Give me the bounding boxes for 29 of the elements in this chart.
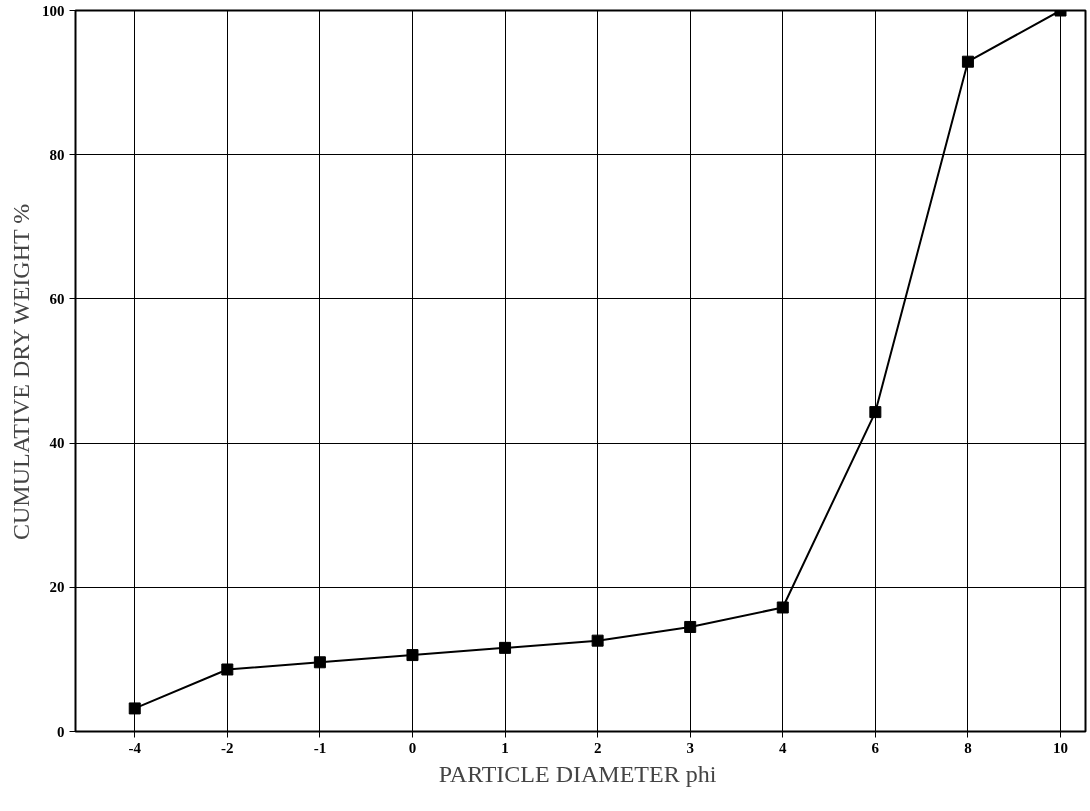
point [499,641,512,654]
x-tick-label: 8 [964,739,972,756]
x-tick-label: 4 [779,739,788,756]
x-tick-label: 0 [408,739,417,756]
y-tick-label: 80 [49,146,65,163]
y-tick-label: 100 [42,2,65,19]
x-axis-title: PARTICLE DIAMETER phi [438,760,717,787]
x-tick-label: 2 [593,739,602,756]
x-tick-label: 1 [501,739,509,756]
x-tick-label: 10 [1053,739,1068,756]
x-tick-label: 3 [686,739,694,756]
point [591,634,604,647]
point [869,406,882,419]
point [776,601,789,614]
point [406,649,419,662]
point [961,55,974,68]
y-tick-label: 20 [49,579,65,596]
y-tick-label: 40 [49,435,65,452]
y-axis-title: CUMULATIVE DRY WEIGHT % [8,203,34,540]
x-tick-label: -1 [313,739,327,756]
point [221,663,234,676]
y-tick-label: 0 [57,723,65,740]
point [128,702,141,715]
x-tick-label: 6 [871,739,880,756]
point [684,620,697,633]
point [313,656,326,669]
x-tick-label: -4 [128,739,142,756]
x-tick-label: -2 [221,739,234,756]
y-tick-label: 60 [49,290,65,307]
